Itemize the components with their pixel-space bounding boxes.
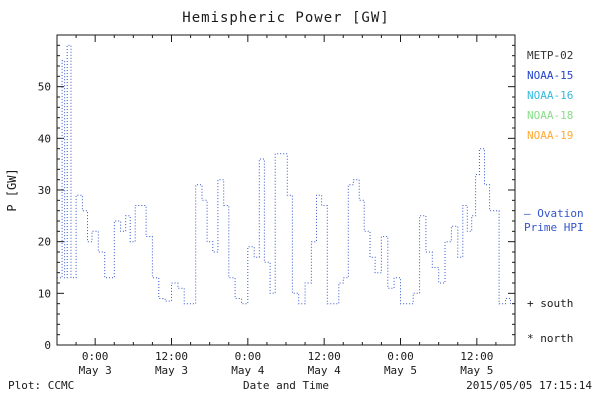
svg-text:0:00: 0:00	[387, 350, 414, 363]
svg-text:30: 30	[38, 184, 51, 197]
svg-text:12:00: 12:00	[155, 350, 188, 363]
legend-item-noaa19: NOAA-19	[527, 129, 574, 142]
svg-text:May 5: May 5	[384, 364, 417, 377]
svg-text:0: 0	[44, 339, 51, 352]
plot-credit: Plot: CCMC	[8, 379, 75, 392]
x-axis-label: Date and Time	[242, 379, 330, 392]
legend-item-noaa16: NOAA-16	[527, 89, 574, 102]
north-marker-label: * north	[527, 332, 574, 345]
svg-text:12:00: 12:00	[308, 350, 341, 363]
satellite-legend: METP-02 NOAA-15 NOAA-16 NOAA-18 NOAA-19	[527, 46, 573, 146]
svg-text:P [GW]: P [GW]	[5, 168, 19, 211]
svg-text:May 3: May 3	[79, 364, 112, 377]
svg-text:40: 40	[38, 132, 51, 145]
ovation-label: — Ovation Prime HPI	[524, 207, 584, 235]
svg-text:50: 50	[38, 81, 51, 94]
svg-text:May 3: May 3	[155, 364, 188, 377]
svg-text:0:00: 0:00	[235, 350, 262, 363]
svg-text:10: 10	[38, 287, 51, 300]
chart-title: Hemispheric Power [GW]	[182, 10, 390, 26]
legend-item-noaa18: NOAA-18	[527, 109, 574, 122]
svg-text:May 4: May 4	[231, 364, 264, 377]
legend-item-metp02: METP-02	[527, 49, 574, 62]
south-marker-label: + south	[527, 297, 574, 310]
svg-text:20: 20	[38, 236, 51, 249]
ovation-label-line2: Prime HPI	[524, 221, 584, 234]
timestamp: 2015/05/05 17:15:14	[466, 379, 592, 392]
legend-item-noaa15: NOAA-15	[527, 69, 574, 82]
svg-text:0:00: 0:00	[82, 350, 109, 363]
svg-text:May 4: May 4	[308, 364, 341, 377]
svg-text:12:00: 12:00	[460, 350, 493, 363]
svg-text:May 5: May 5	[460, 364, 493, 377]
ovation-label-line1: — Ovation	[524, 207, 584, 220]
